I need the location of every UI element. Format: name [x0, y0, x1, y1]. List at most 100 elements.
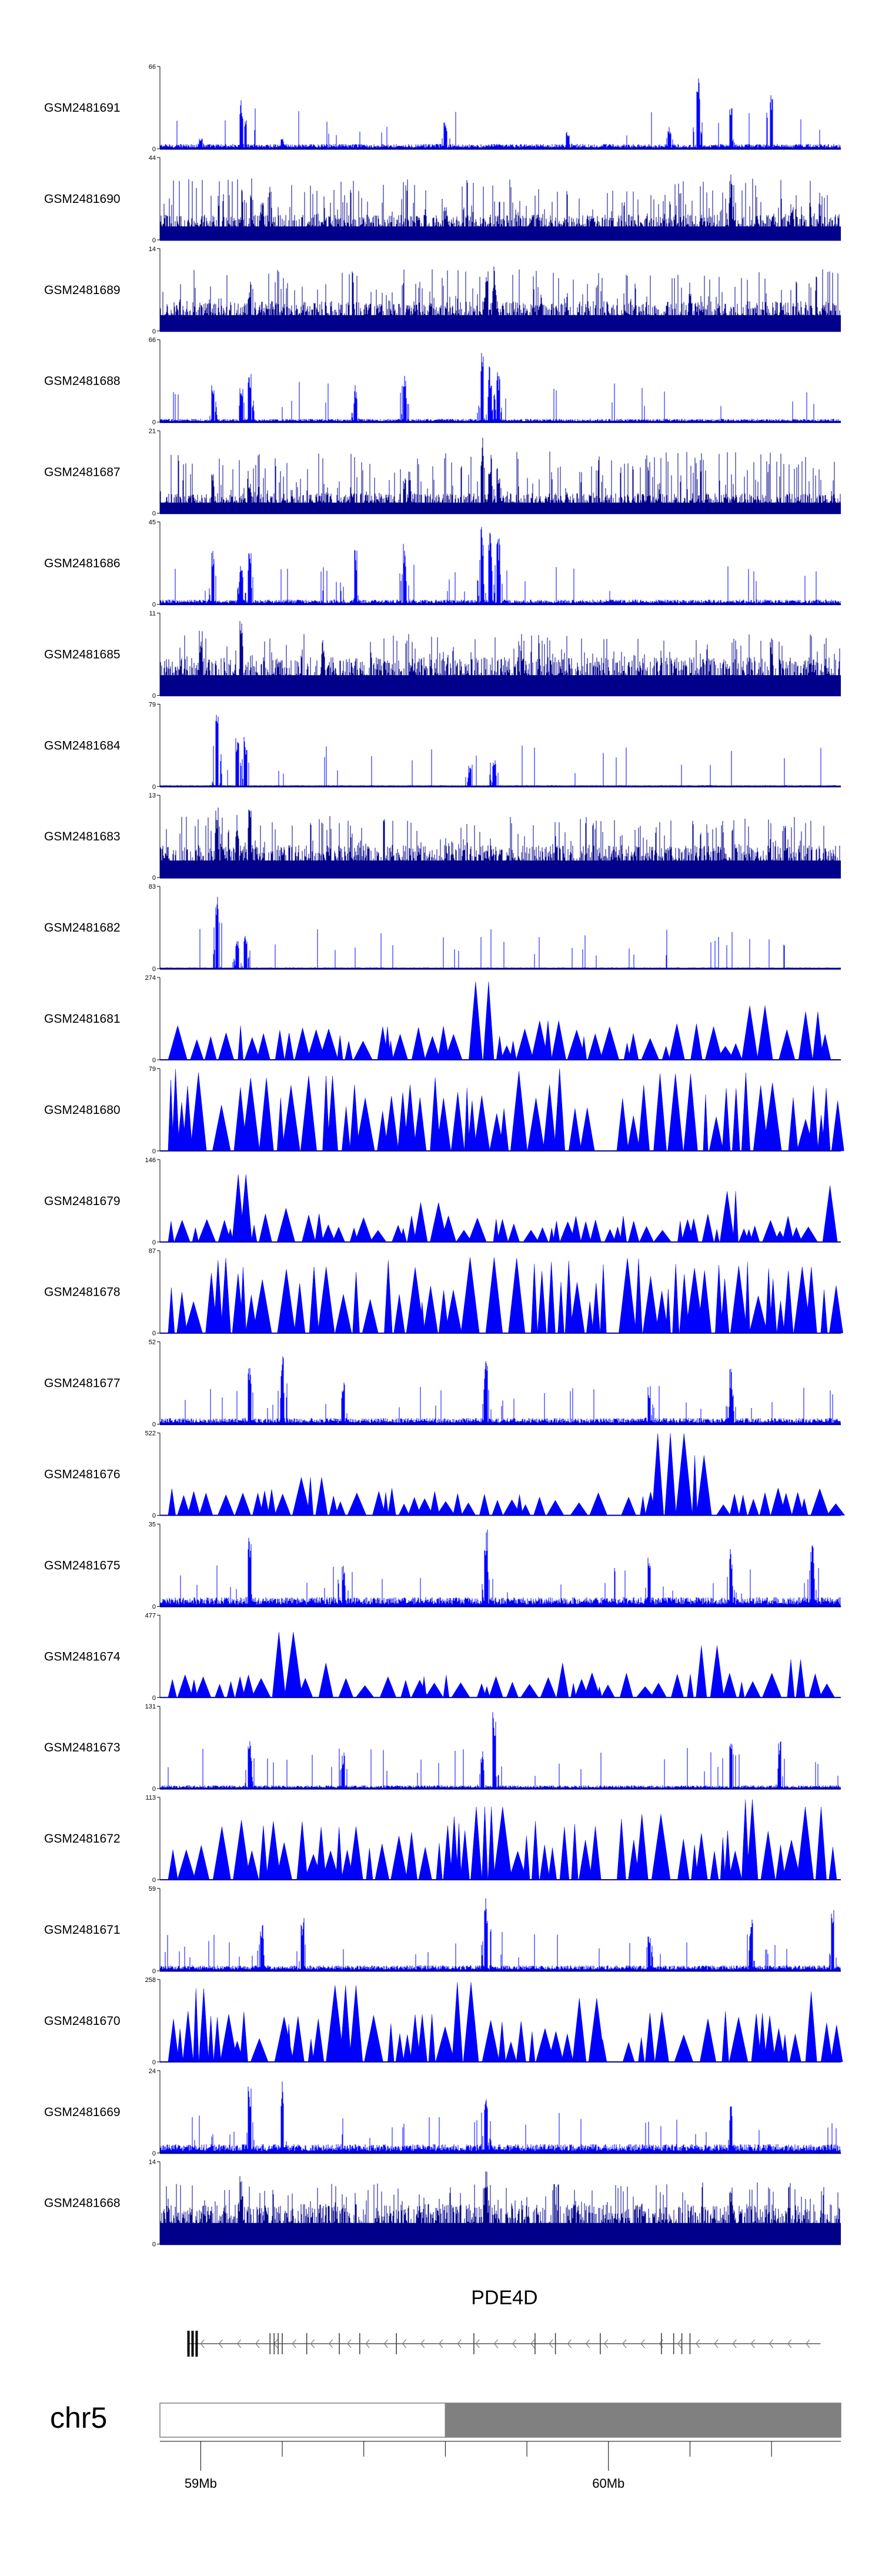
track-signal	[168, 1982, 843, 2063]
track: GSM2481671 59 0	[44, 1886, 841, 1975]
track-signal	[168, 1257, 843, 1333]
track-ymax-label: 522	[145, 1430, 156, 1437]
track-signal	[160, 715, 841, 787]
track-signal	[168, 1631, 836, 1698]
track: GSM2481682 83 0	[44, 883, 841, 973]
track-signal	[160, 2081, 841, 2153]
track: GSM2481680 79 0	[44, 1066, 844, 1155]
track: GSM2481685 11 0	[44, 610, 841, 699]
gene-label: PDE4D	[471, 2287, 537, 2309]
strand-arrow	[604, 2339, 609, 2348]
strand-arrow	[255, 2339, 260, 2348]
chromosome-label: chr5	[50, 2401, 107, 2434]
exon	[306, 2333, 308, 2354]
strand-arrow	[236, 2339, 242, 2348]
track-ymin-label: 0	[152, 692, 156, 699]
exon	[689, 2333, 691, 2354]
track-dense-band	[160, 860, 841, 878]
track-ymin-label: 0	[152, 1057, 156, 1064]
chromosome-ideogram: chr5	[50, 2401, 841, 2438]
track-ymax-label: 83	[149, 883, 156, 890]
exon	[473, 2333, 475, 2354]
genomic-axis: 59Mb 60Mb	[160, 2441, 841, 2491]
track: GSM2481673 131 0	[44, 1703, 841, 1793]
track-ymin-label: 0	[152, 1148, 156, 1155]
track-ymin-label: 0	[152, 1968, 156, 1975]
strand-arrow	[347, 2339, 352, 2348]
strand-arrow	[677, 2339, 682, 2348]
strand-arrow	[457, 2339, 462, 2348]
track-label: GSM2481675	[44, 1559, 121, 1572]
track-signal	[160, 1898, 841, 1971]
strand-arrow	[567, 2339, 572, 2348]
strand-arrow	[439, 2339, 443, 2348]
track: GSM2481679 146 0	[44, 1157, 841, 1246]
signal-tracks: GSM2481691660GSM2481690440GSM2481689140G…	[44, 64, 846, 2248]
track: GSM2481687 21 0	[44, 428, 841, 518]
track-ymin-label: 0	[152, 783, 156, 790]
track-label: GSM2481672	[44, 1832, 121, 1846]
strand-arrow	[696, 2339, 700, 2348]
track-label: GSM2481669	[44, 2105, 121, 2119]
strand-arrow	[328, 2339, 333, 2348]
track-ymin-label: 0	[152, 2150, 156, 2157]
track-signal	[160, 78, 841, 149]
track: GSM2481669 24 0	[44, 2068, 841, 2157]
track-label: GSM2481681	[44, 1012, 121, 1026]
track: GSM2481691 66 0	[44, 64, 841, 153]
track-signal	[160, 1712, 841, 1789]
track-dense-band	[160, 226, 841, 240]
strand-arrow	[622, 2339, 627, 2348]
track-dense-band	[160, 2223, 841, 2244]
track: GSM2481677 52 0	[44, 1339, 841, 1429]
track-ymax-label: 13	[149, 792, 156, 799]
track-dense-band	[160, 675, 841, 696]
track-signal	[160, 896, 841, 969]
track-ymax-label: 45	[149, 519, 156, 526]
track-ymin-label: 0	[152, 875, 156, 882]
track-label: GSM2481682	[44, 921, 121, 935]
exon	[339, 2333, 340, 2354]
track-ymax-label: 11	[149, 610, 156, 617]
strand-arrow	[585, 2339, 590, 2348]
exon	[600, 2333, 601, 2354]
track: GSM2481684 79 0	[44, 701, 841, 790]
track-dense-band	[160, 315, 841, 331]
exon	[673, 2333, 674, 2354]
chromosome-band	[159, 2403, 446, 2438]
track-ymax-label: 79	[149, 701, 156, 708]
track-ymax-label: 113	[145, 1794, 156, 1801]
track-label: GSM2481677	[44, 1377, 121, 1390]
track-signal	[168, 982, 831, 1060]
track-ymax-label: 146	[145, 1157, 156, 1164]
strand-arrow	[549, 2339, 553, 2348]
track-signal	[160, 438, 841, 513]
track: GSM2481688 66 0	[44, 337, 841, 426]
exon	[278, 2333, 279, 2354]
track-label: GSM2481691	[44, 101, 121, 115]
track-ymax-label: 66	[149, 337, 156, 344]
track: GSM2481674 477 0	[44, 1612, 841, 1701]
strand-arrow	[420, 2339, 425, 2348]
track-label: GSM2481679	[44, 1194, 121, 1208]
track-ymax-label: 258	[145, 1977, 156, 1984]
track-label: GSM2481680	[44, 1103, 121, 1117]
strand-arrow	[732, 2339, 737, 2348]
track-label: GSM2481690	[44, 192, 121, 206]
track-ymax-label: 274	[145, 975, 156, 982]
track-signal	[160, 1529, 841, 1607]
track-label: GSM2481687	[44, 466, 121, 479]
strand-arrow	[806, 2339, 810, 2348]
track-ymin-label: 0	[152, 146, 156, 153]
track: GSM2481689 14 0	[44, 246, 841, 335]
track-ymax-label: 59	[149, 1886, 156, 1893]
track-ymin-label: 0	[152, 1239, 156, 1246]
track-ymin-label: 0	[152, 2241, 156, 2248]
track-label: GSM2481678	[44, 1286, 121, 1299]
track-ymin-label: 0	[152, 602, 156, 609]
track-label: GSM2481685	[44, 648, 121, 661]
exon	[661, 2333, 662, 2354]
track-ymax-label: 87	[149, 1248, 156, 1255]
track-ymin-label: 0	[152, 1513, 156, 1520]
exon	[187, 2331, 190, 2357]
